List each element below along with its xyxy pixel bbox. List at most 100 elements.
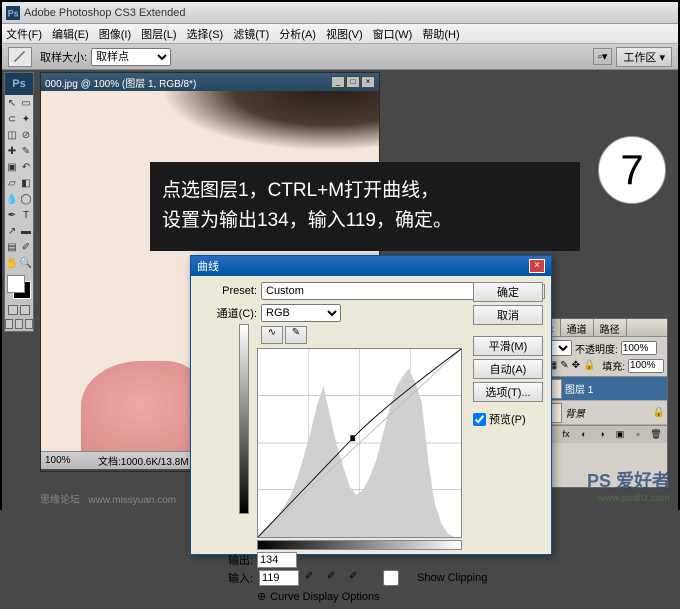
brush-tool[interactable]: ✎ [20, 145, 32, 157]
quick-mask-icons[interactable] [5, 305, 33, 315]
lock-pos-icon[interactable]: ✥ [572, 360, 580, 371]
crop-tool[interactable]: ◫ [6, 129, 18, 141]
instruction-line2: 设置为输出134，输入119，确定。 [162, 206, 568, 236]
sample-size-label: 取样大小: [40, 49, 87, 65]
pen-tool[interactable]: ✒ [6, 209, 18, 221]
move-tool[interactable]: ↖ [6, 97, 18, 109]
trash-icon[interactable]: 🗑 [649, 429, 663, 441]
dodge-tool[interactable]: ◯ [20, 193, 32, 205]
heal-tool[interactable]: ✚ [6, 145, 18, 157]
type-tool[interactable]: T [20, 209, 32, 221]
menu-layer[interactable]: 图层(L) [141, 26, 176, 42]
fill-input[interactable] [628, 359, 664, 373]
eyedropper-gray-icon[interactable]: ✐ [327, 571, 343, 585]
curves-close-button[interactable]: × [529, 259, 545, 273]
new-layer-icon[interactable]: ▫ [631, 429, 645, 441]
doc-max-button[interactable]: □ [346, 76, 360, 88]
menu-edit[interactable]: 编辑(E) [52, 26, 89, 42]
main-area: Ps ↖ ▭ ⊂ ✦ ◫ ⊘ ✚ ✎ ▣ ↶ ▱ ◧ 💧 ◯ ✒ T ↗ ▬ ▤… [2, 70, 678, 510]
menu-analysis[interactable]: 分析(A) [279, 26, 316, 42]
document-titlebar[interactable]: 000.jpg @ 100% (图层 1, RGB/8*) _□× [41, 73, 379, 91]
options-button[interactable]: 选项(T)... [473, 382, 543, 402]
expand-icon[interactable]: ▫▾ [593, 48, 612, 65]
watermark-right: PS 爱好者 www.psahz.com [587, 467, 670, 504]
doc-close-button[interactable]: × [361, 76, 375, 88]
eyedropper-black-icon[interactable]: ✐ [305, 571, 321, 585]
curve-point[interactable] [350, 435, 355, 441]
channel-label: 通道(C): [197, 305, 257, 321]
preview-label: 预览(P) [489, 411, 526, 427]
auto-button[interactable]: 自动(A) [473, 359, 543, 379]
layer-name[interactable]: 背景 [565, 405, 585, 420]
lock-all-icon[interactable]: 🔒 [583, 360, 595, 371]
menu-view[interactable]: 视图(V) [326, 26, 363, 42]
color-swatch[interactable] [7, 275, 31, 299]
history-brush-tool[interactable]: ↶ [20, 161, 32, 173]
instruction-overlay: 点选图层1，CTRL+M打开曲线， 设置为输出134，输入119，确定。 [150, 162, 580, 251]
eyedropper-white-icon[interactable]: ✐ [349, 571, 365, 585]
curve-pencil-tool[interactable]: ✎ [285, 326, 307, 344]
screen-mode-icons[interactable] [5, 319, 33, 329]
stamp-tool[interactable]: ▣ [6, 161, 18, 173]
notes-tool[interactable]: ▤ [6, 241, 18, 253]
tool-preview[interactable] [8, 47, 32, 67]
blur-tool[interactable]: 💧 [6, 193, 18, 205]
input-input[interactable] [259, 570, 299, 586]
channel-select[interactable]: RGB [261, 304, 341, 322]
layer-name[interactable]: 图层 1 [565, 381, 593, 396]
ok-button[interactable]: 确定 [473, 282, 543, 302]
curves-dialog: 曲线 × Preset: Custom ☰ 通道(C): RGB ∿ ✎ [190, 255, 552, 555]
watermark-left: 思缘论坛 www.missyuan.com [40, 491, 176, 506]
menu-help[interactable]: 帮助(H) [422, 26, 459, 42]
curves-titlebar[interactable]: 曲线 × [191, 256, 551, 276]
hand-tool[interactable]: ✋ [6, 257, 18, 269]
zoom-tool[interactable]: 🔍 [20, 257, 32, 269]
slice-tool[interactable]: ⊘ [20, 129, 32, 141]
lasso-tool[interactable]: ⊂ [6, 113, 18, 125]
menu-bar: 文件(F) 编辑(E) 图像(I) 图层(L) 选择(S) 滤镜(T) 分析(A… [2, 24, 678, 44]
menu-file[interactable]: 文件(F) [6, 26, 42, 42]
curve-display-options-label[interactable]: Curve Display Options [270, 591, 379, 603]
folder-icon[interactable]: ▣ [613, 429, 627, 441]
expand-icon[interactable]: ⊕ [257, 590, 266, 603]
opacity-input[interactable] [621, 341, 657, 355]
app-title-bar: Ps Adobe Photoshop CS3 Extended [2, 2, 678, 24]
menu-window[interactable]: 窗口(W) [373, 26, 413, 42]
zoom-value[interactable]: 100% [45, 455, 90, 466]
eyedropper-tool[interactable]: ✐ [20, 241, 32, 253]
channels-tab[interactable]: 通道 [561, 319, 594, 336]
output-label: 输出: [197, 552, 253, 568]
fill-label: 填充: [602, 358, 625, 373]
menu-select[interactable]: 选择(S) [187, 26, 224, 42]
horizontal-gradient [257, 540, 462, 550]
paths-tab[interactable]: 路径 [594, 319, 627, 336]
adjustment-icon[interactable]: ◑ [595, 429, 609, 441]
ps-logo: Ps [5, 73, 33, 95]
mask-icon[interactable]: ◐ [577, 429, 591, 441]
vertical-gradient [239, 324, 249, 514]
menu-filter[interactable]: 滤镜(T) [233, 26, 269, 42]
workspace-button[interactable]: 工作区 ▾ [616, 47, 672, 67]
fx-icon[interactable]: fx [559, 429, 573, 441]
curves-title: 曲线 [197, 258, 219, 274]
lock-icon: 🔒 [653, 407, 665, 418]
path-tool[interactable]: ↗ [6, 225, 18, 237]
curve-point-tool[interactable]: ∿ [261, 326, 283, 344]
image-scarf [81, 361, 201, 451]
menu-image[interactable]: 图像(I) [99, 26, 131, 42]
show-clipping-checkbox[interactable] [371, 570, 411, 586]
cancel-button[interactable]: 取消 [473, 305, 543, 325]
smooth-button[interactable]: 平滑(M) [473, 336, 543, 356]
sample-size-select[interactable]: 取样点 [91, 48, 171, 66]
input-label: 输入: [197, 570, 253, 586]
gradient-tool[interactable]: ◧ [20, 177, 32, 189]
eraser-tool[interactable]: ▱ [6, 177, 18, 189]
shape-tool[interactable]: ▬ [20, 225, 32, 237]
marquee-tool[interactable]: ▭ [20, 97, 32, 109]
show-clipping-label: Show Clipping [417, 572, 487, 584]
lock-pixels-icon[interactable]: ✎ [560, 360, 568, 371]
wand-tool[interactable]: ✦ [20, 113, 32, 125]
doc-min-button[interactable]: _ [331, 76, 345, 88]
preview-checkbox[interactable] [473, 413, 486, 426]
output-input[interactable] [257, 552, 297, 568]
